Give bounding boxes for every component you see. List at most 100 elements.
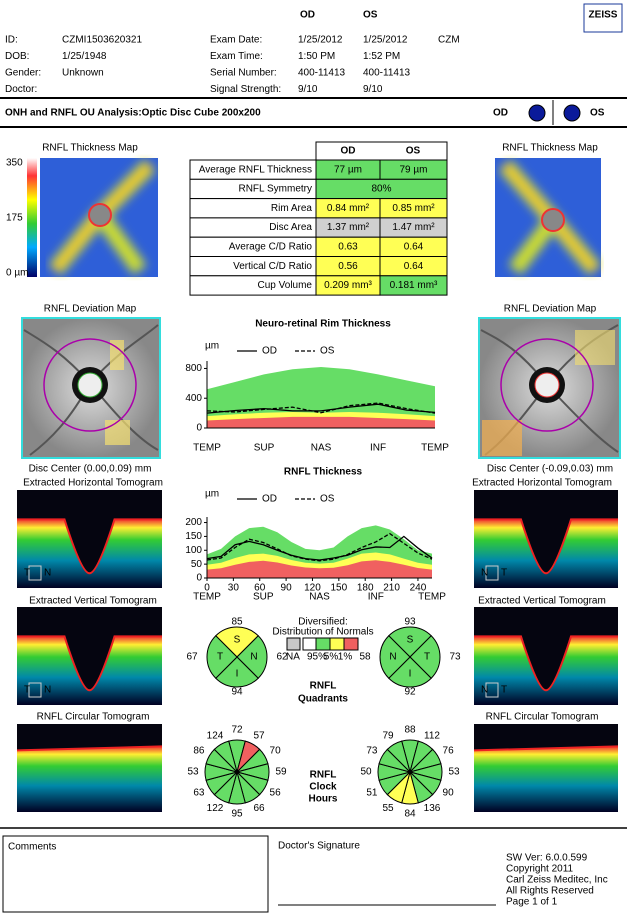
x-tick-label: 30 bbox=[228, 583, 240, 594]
sector bbox=[206, 635, 238, 679]
clock-value: 57 bbox=[253, 730, 265, 741]
y-tick-label: 0 bbox=[196, 423, 202, 434]
normal-band bbox=[207, 416, 435, 428]
row-value: 0.63 bbox=[338, 241, 358, 252]
legend-title: Diversified: bbox=[298, 617, 347, 628]
scale-label: 350 bbox=[6, 158, 23, 169]
software-info: Carl Zeiss Meditec, Inc bbox=[506, 875, 608, 886]
table-header bbox=[315, 141, 448, 161]
exam-label: Exam Time: bbox=[210, 51, 263, 62]
map-title: RNFL Thickness Map bbox=[42, 143, 138, 154]
retina-layer bbox=[17, 746, 162, 812]
patient-value: CZMI1503620321 bbox=[62, 35, 142, 46]
exam-label: Serial Number: bbox=[210, 68, 277, 79]
region-label: NAS bbox=[309, 592, 330, 603]
patient-label: Gender: bbox=[5, 68, 41, 79]
quadrant-letter: N bbox=[250, 652, 257, 663]
row-label: Disc Area bbox=[269, 222, 312, 233]
legend-label: 95% bbox=[307, 652, 327, 663]
region-label: INF bbox=[368, 592, 384, 603]
quadrant-value: 92 bbox=[404, 687, 416, 698]
os-header: OS bbox=[363, 10, 378, 21]
map-title: RNFL Thickness Map bbox=[502, 143, 598, 154]
clock-value: 84 bbox=[404, 809, 416, 820]
title: ONH and RNFL OU Analysis:Optic Disc Cube… bbox=[5, 108, 261, 119]
disc-center: Disc Center (-0.09,0.03) mm bbox=[487, 464, 613, 475]
sector bbox=[386, 740, 411, 774]
table-header-cell: OD bbox=[341, 146, 356, 157]
quadrant-letter: N bbox=[389, 652, 396, 663]
region-label: SUP bbox=[253, 592, 274, 603]
map-title: RNFL Deviation Map bbox=[504, 304, 597, 315]
legend-title: Distribution of Normals bbox=[272, 627, 373, 638]
tomogram-title: Extracted Horizontal Tomogram bbox=[472, 478, 612, 489]
quadrant-value: 93 bbox=[404, 617, 416, 628]
row-label: Average C/D Ratio bbox=[229, 241, 313, 252]
orientation-box bbox=[28, 565, 42, 581]
clock-value: 88 bbox=[404, 725, 416, 736]
row-value: 0.64 bbox=[404, 241, 424, 252]
clock-value: 59 bbox=[275, 767, 287, 778]
orientation-box bbox=[485, 682, 499, 698]
sector bbox=[388, 626, 432, 658]
exam-os: 400-11413 bbox=[363, 68, 411, 79]
thickness-map-od bbox=[40, 158, 158, 277]
row-value: 0.209 mm³ bbox=[324, 280, 372, 291]
tomogram-title: RNFL Circular Tomogram bbox=[37, 712, 150, 723]
row-label: Average RNFL Thickness bbox=[199, 164, 312, 175]
quadrant-letter: S bbox=[407, 635, 414, 646]
section-title: RNFL bbox=[310, 770, 337, 781]
patient-label: Doctor: bbox=[5, 84, 37, 95]
row-value: 0.181 mm³ bbox=[390, 280, 438, 291]
clock-value: 66 bbox=[253, 803, 265, 814]
y-tick-label: 150 bbox=[185, 531, 202, 542]
tomogram-title: Extracted Vertical Tomogram bbox=[29, 596, 157, 607]
row-value: 80% bbox=[371, 184, 391, 195]
x-tick-label: 150 bbox=[330, 583, 347, 594]
scale-label: 0 µm bbox=[6, 268, 28, 279]
exam-os: 9/10 bbox=[363, 84, 383, 95]
retina-layer bbox=[474, 519, 618, 588]
legend-label: 5% bbox=[324, 652, 339, 663]
clock-value: 86 bbox=[193, 746, 205, 757]
scale-label: 175 bbox=[6, 213, 23, 224]
x-tick-label: 90 bbox=[281, 583, 293, 594]
y-tick-label: 0 bbox=[196, 573, 202, 584]
region-label: TEMP bbox=[418, 592, 446, 603]
od-header: OD bbox=[300, 10, 315, 21]
quadrant-value: 67 bbox=[186, 652, 198, 663]
retina-layer bbox=[17, 636, 162, 705]
table-header-cell: OS bbox=[406, 146, 421, 157]
row-label: Vertical C/D Ratio bbox=[233, 261, 312, 272]
clock-value: 53 bbox=[448, 767, 460, 778]
chart-title: RNFL Thickness bbox=[284, 467, 363, 478]
retina-layer bbox=[17, 519, 162, 588]
y-tick-label: 200 bbox=[185, 517, 202, 528]
row-value: 77 µm bbox=[334, 164, 362, 175]
comments-label: Comments bbox=[8, 842, 56, 853]
quadrant-value: 94 bbox=[231, 687, 243, 698]
orientation: T bbox=[24, 685, 30, 696]
maps bbox=[21, 158, 621, 459]
map-title: RNFL Deviation Map bbox=[44, 304, 137, 315]
y-tick-label: 100 bbox=[185, 545, 202, 556]
sector bbox=[236, 635, 268, 679]
row-label: Cup Volume bbox=[258, 280, 313, 291]
clock-value: 72 bbox=[231, 725, 243, 736]
exam-od: 400-11413 bbox=[298, 68, 346, 79]
clock-value: 112 bbox=[424, 730, 440, 741]
clock-value: 95 bbox=[231, 809, 243, 820]
sector bbox=[215, 656, 259, 688]
clock-value: 124 bbox=[207, 730, 224, 741]
orientation: T bbox=[24, 568, 30, 579]
series-line bbox=[206, 403, 436, 414]
legend-label: OD bbox=[262, 494, 277, 505]
software-info: Copyright 2011 bbox=[506, 864, 574, 875]
tomogram-title: Extracted Horizontal Tomogram bbox=[23, 478, 163, 489]
y-tick-label: 400 bbox=[185, 393, 202, 404]
section-title: RNFL bbox=[310, 681, 337, 692]
sector bbox=[215, 626, 259, 658]
y-tick-label: 800 bbox=[185, 363, 202, 374]
sector bbox=[409, 635, 441, 679]
